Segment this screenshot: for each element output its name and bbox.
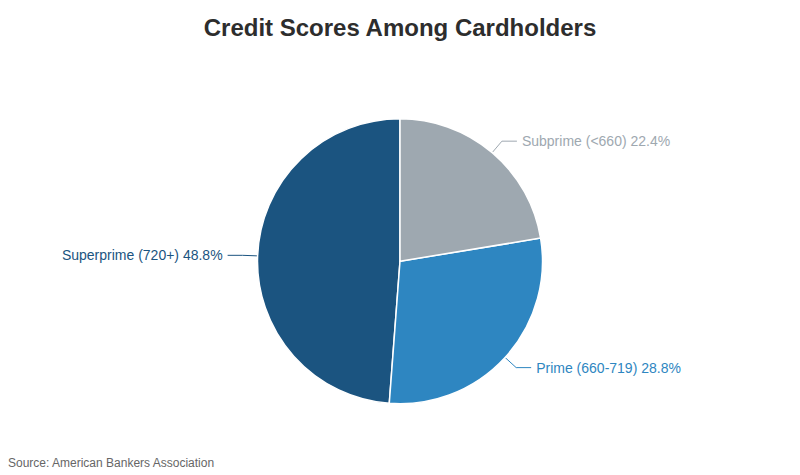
svg-text:Credit Scores Among Cardholder: Credit Scores Among Cardholders [204, 14, 597, 41]
svg-text:Source: American Bankers Assoc: Source: American Bankers Association [8, 456, 214, 470]
svg-text:Subprime (<660) 22.4%: Subprime (<660) 22.4% [522, 133, 670, 149]
svg-text:Prime (660-719) 28.8%: Prime (660-719) 28.8% [536, 360, 681, 376]
svg-text:Superprime (720+) 48.8%: Superprime (720+) 48.8% [62, 247, 223, 263]
